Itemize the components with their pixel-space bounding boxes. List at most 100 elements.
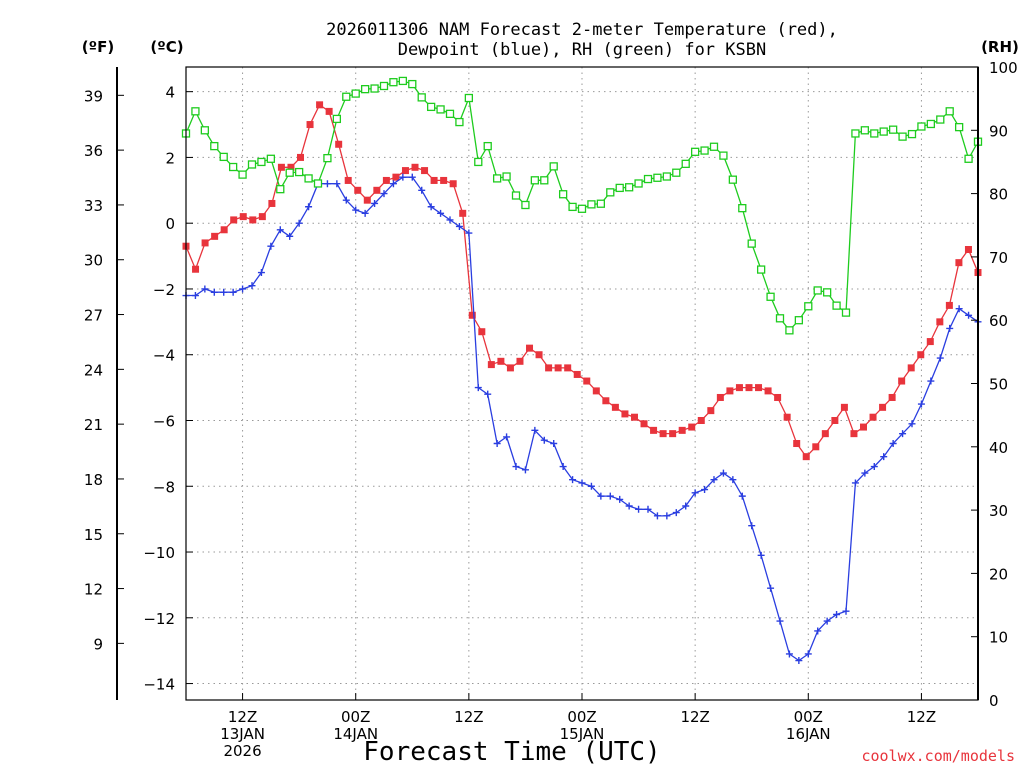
dewpoint-point	[503, 433, 511, 441]
dewpoint-point	[446, 216, 454, 224]
rh-point	[577, 204, 587, 213]
rh-point	[841, 308, 851, 317]
x-axis-title: Forecast Time (UTC)	[363, 737, 660, 767]
temperature-point	[430, 176, 438, 184]
dewpoint-point	[371, 199, 379, 207]
temperature-point	[716, 393, 724, 401]
dewpoint-point	[870, 463, 878, 471]
temperature-point	[468, 311, 476, 319]
dewpoint-point	[201, 285, 209, 293]
temperature-point	[602, 397, 610, 405]
rh-point	[954, 122, 964, 132]
rh-point	[294, 167, 304, 177]
rh-point	[945, 107, 954, 116]
rh-point	[191, 107, 200, 116]
x-tick-label: 12Z	[454, 708, 483, 726]
rh-point	[313, 179, 323, 188]
dewpoint-point	[927, 377, 935, 385]
rh-point	[389, 78, 398, 87]
temperature-point	[487, 361, 495, 369]
temperature-point	[726, 387, 734, 395]
temperature-point	[545, 364, 553, 372]
dewpoint-point	[427, 203, 435, 211]
temperature-point	[735, 384, 743, 392]
rh-point	[832, 301, 841, 310]
rh-point	[332, 114, 342, 124]
rh-point	[228, 162, 238, 172]
temperature-point	[783, 413, 791, 421]
temperature-point	[325, 107, 333, 115]
rh-point	[653, 173, 662, 182]
x-tick-label: 00Z	[341, 708, 370, 726]
dewpoint-point	[380, 190, 388, 198]
dewpoint-point	[682, 502, 690, 510]
dewpoint-point	[455, 222, 463, 230]
temperature-point	[497, 357, 505, 365]
dewpoint-point	[748, 522, 756, 530]
dewpoint-point	[946, 324, 954, 332]
rh-point	[898, 132, 907, 141]
temperature-point	[449, 180, 457, 188]
rh-point	[568, 202, 577, 212]
celsius-tick-label: −10	[143, 544, 175, 562]
temperature-point	[850, 430, 858, 438]
rh-point	[926, 119, 936, 129]
temperature-point	[859, 423, 867, 431]
chart-title-line2: Dewpoint (blue), RH (green) for KSBN	[398, 40, 766, 60]
temperature-point	[793, 440, 801, 448]
dewpoint-point	[531, 426, 539, 434]
x-tick-label: 00Z	[567, 708, 596, 726]
dewpoint-point	[625, 502, 633, 510]
dewpoint-point	[908, 420, 916, 428]
temperature-point	[382, 176, 390, 184]
temperature-point	[363, 196, 371, 204]
rh-point	[624, 183, 634, 192]
rh-point	[634, 179, 643, 188]
rh-point	[681, 159, 690, 168]
temperature-point	[192, 265, 200, 273]
rh-point	[766, 292, 775, 301]
temperature-point	[230, 216, 238, 224]
temperature-point	[707, 407, 715, 415]
temperature-point	[554, 364, 562, 372]
dewpoint-point	[701, 486, 709, 494]
dewpoint-point	[587, 482, 595, 490]
dewpoint-point	[710, 476, 718, 484]
rh-point	[511, 191, 521, 200]
rh-point	[521, 200, 530, 210]
temperature-point	[316, 101, 324, 109]
rh-point	[672, 168, 681, 177]
temperature-point	[802, 453, 810, 461]
fahrenheit-tick-label: 36	[84, 142, 103, 160]
dewpoint-point	[672, 509, 680, 517]
dewpoint-point	[389, 180, 397, 188]
temperature-point	[421, 167, 429, 175]
rh-tick-label: 50	[989, 376, 1008, 394]
temperature-point	[650, 426, 658, 434]
temperature-point	[583, 377, 591, 385]
rh-point	[813, 286, 822, 295]
temperature-point	[258, 213, 266, 221]
temperature-point	[516, 357, 524, 365]
rh-point	[785, 326, 794, 335]
temperature-point	[831, 416, 839, 424]
x-tick-label: 00Z	[794, 708, 823, 726]
rh-point	[540, 176, 549, 185]
dewpoint-point	[474, 384, 482, 392]
dewpoint-point	[540, 436, 548, 444]
rh-point	[709, 142, 719, 151]
rh-point	[474, 157, 483, 167]
rh-point	[360, 85, 370, 94]
credit-label: coolwx.com/models	[861, 747, 1015, 765]
temperature-point	[573, 370, 581, 378]
dewpoint-point	[191, 292, 199, 300]
rh-point	[445, 109, 455, 118]
temperature-point	[411, 163, 419, 171]
temperature-point	[201, 239, 209, 247]
rh-point	[502, 172, 511, 181]
dewpoint-point	[663, 512, 671, 520]
dewpoint-series	[182, 173, 982, 665]
temperature-point	[344, 176, 352, 184]
dewpoint-point	[220, 288, 228, 296]
rh-series	[181, 76, 983, 335]
